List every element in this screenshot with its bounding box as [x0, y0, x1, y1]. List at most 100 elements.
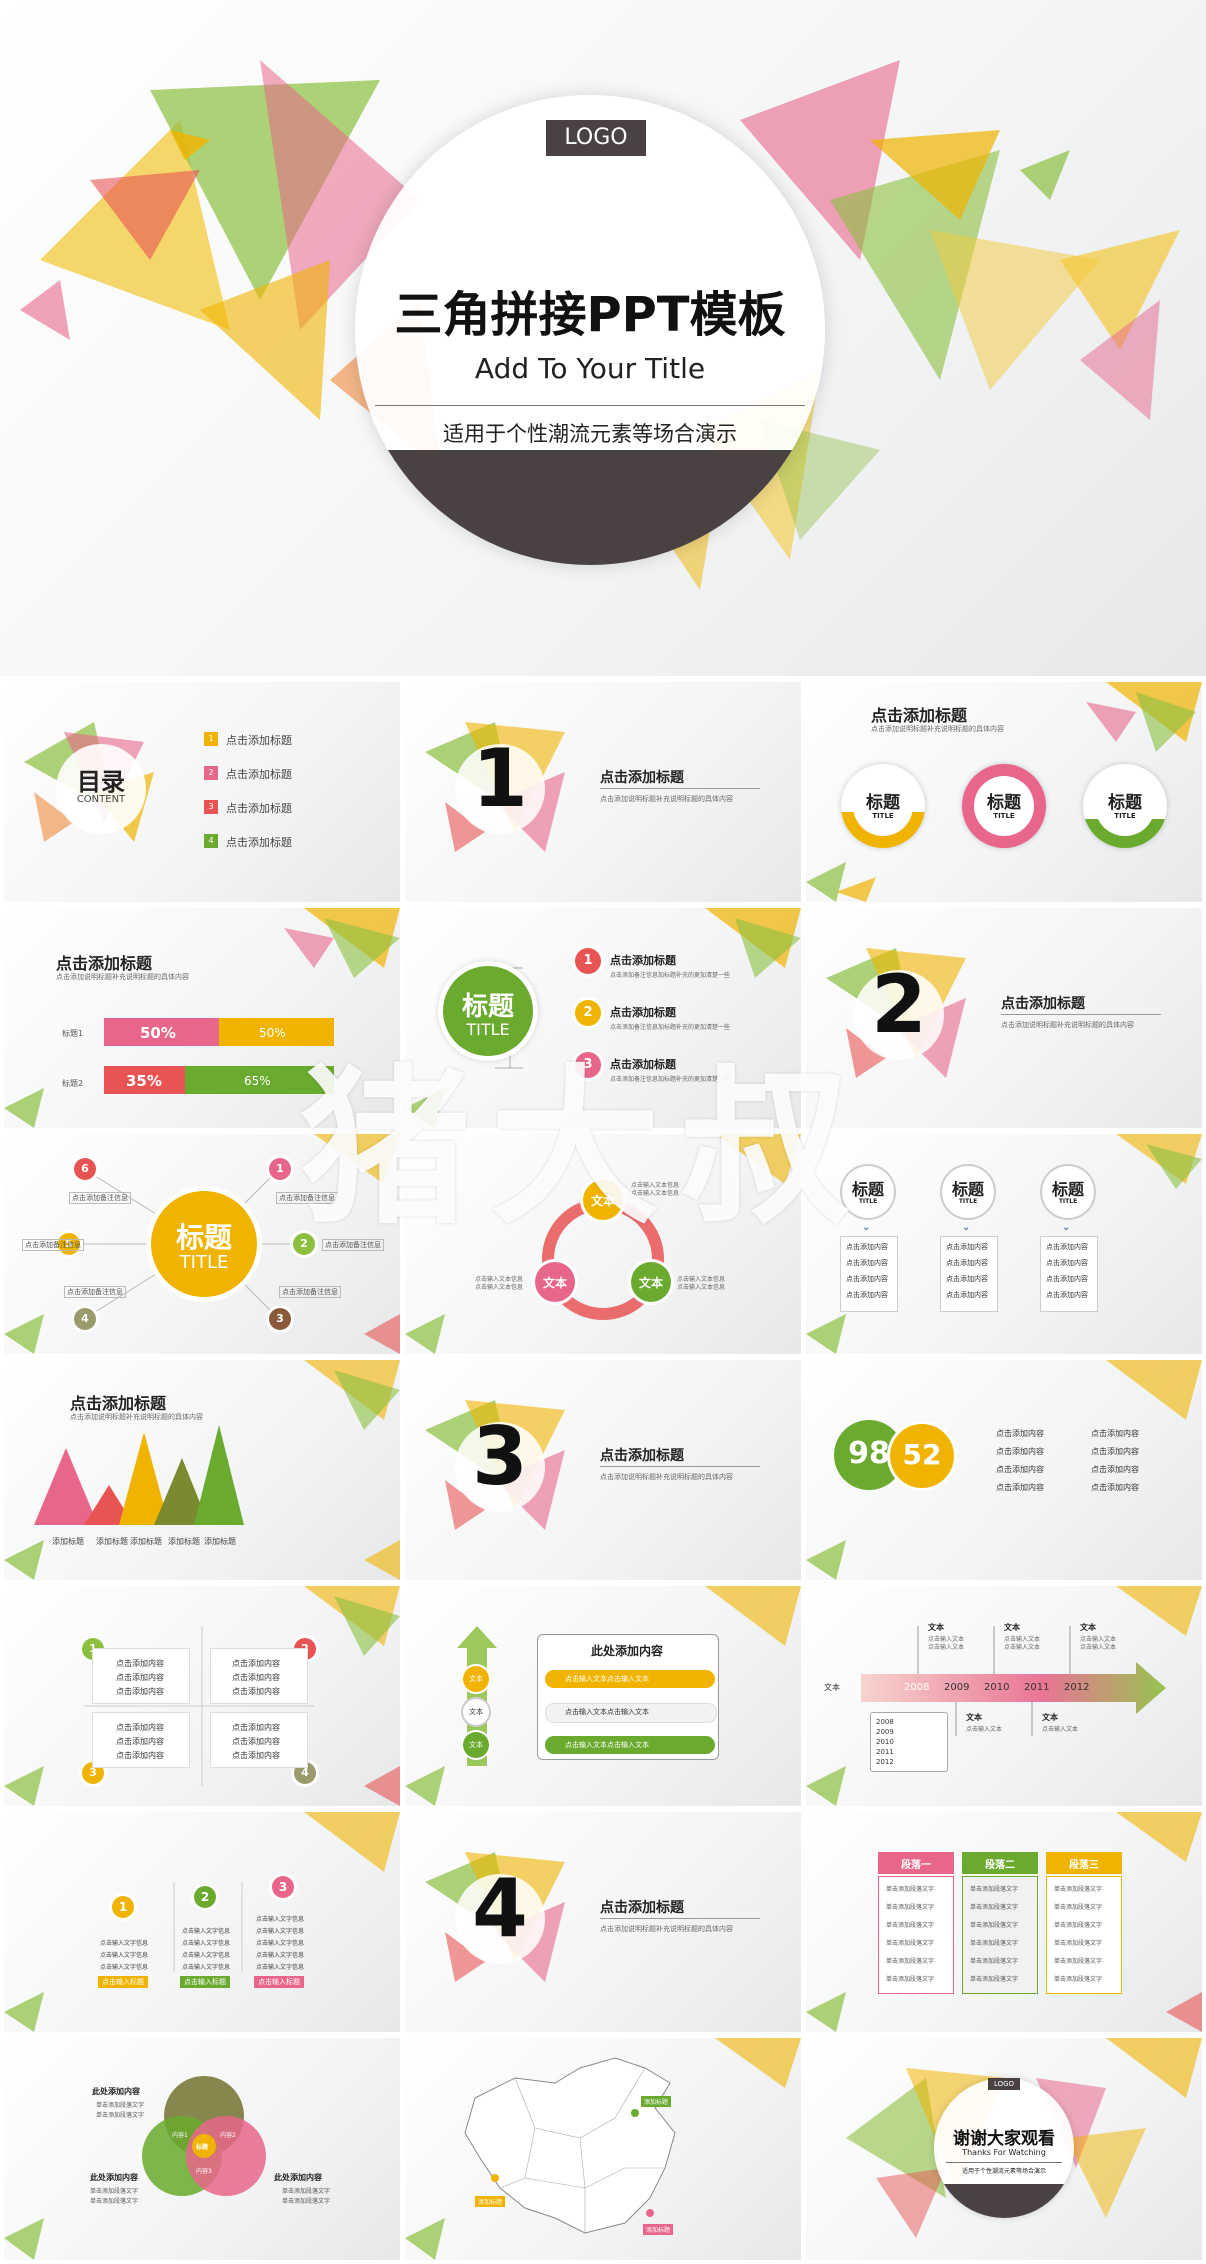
step-button[interactable]: 点击输入标题: [180, 1976, 230, 1988]
slide-title-list[interactable]: 标题 TITLE 1 点击添加标题 点击添加备注信息加标题补充的更加清楚一些 2…: [405, 908, 801, 1128]
spoke-note: 点击添加备注信息: [322, 1239, 384, 1251]
center-sub: TITLE: [179, 1252, 229, 1273]
slide-spokes[interactable]: 标题 TITLE 1 2 3 4 5 6 点击添加备注信息 点击添加备注信息 点…: [4, 1134, 400, 1354]
slide-toc[interactable]: 目录 CONTENT 1 点击添加标题 2 点击添加标题 3 点击添加标题 4 点击添加…: [4, 682, 400, 902]
bar-value-left: 35%: [126, 1072, 162, 1090]
thanks-logo: LOGO: [988, 2078, 1020, 2090]
triangle-decoration: [806, 1360, 1202, 1580]
center-title-circle: [443, 966, 533, 1056]
thanks-tagline: 适用于个性潮流元素等场合演示: [961, 2168, 1046, 2175]
list-item-desc: 点击添加备注信息加标题补充的更加清楚一些: [610, 972, 731, 979]
cycle-note: 点击输入文本信息: [677, 1284, 726, 1291]
slide-quadrant[interactable]: 1 点击添加内容 点击添加内容 点击添加内容 2 点击添加内容 点击添加内容 点…: [4, 1586, 400, 1806]
badge-sub: TITLE: [993, 812, 1015, 820]
list-item-desc: 点击添加备注信息加标题补充的更加清楚一些: [610, 1024, 731, 1031]
chevron-down-icon: ⌄: [862, 1222, 871, 1233]
header-desc: 点击添加说明标题补充说明标题的具体内容: [70, 1413, 203, 1421]
thanks-title: 谢谢大家观看: [953, 2129, 1055, 2149]
badge-label: 标题: [987, 793, 1021, 813]
timeline-year: 2009: [944, 1682, 970, 1693]
section-desc: 点击添加说明标题补充说明标题的具体内容: [600, 1473, 733, 1481]
timeline-year: 2008: [904, 1682, 930, 1693]
triangle-decoration: [4, 908, 400, 1128]
mountain-label: 添加标题: [96, 1537, 128, 1546]
slide-section-2[interactable]: 2 点击添加标题 点击添加说明标题补充说明标题的具体内容: [806, 908, 1202, 1128]
venn-diagram: [4, 2076, 266, 2260]
slide-steps[interactable]: 1 2 3 点击输入文字信息 点击输入文字信息 点击输入文字信息 点击输入标题 …: [4, 1812, 400, 2032]
slide-bars[interactable]: 点击添加标题 点击添加说明标题补充说明标题的具体内容 标题1 50% 50% 标…: [4, 908, 400, 1128]
triangle-decoration: [4, 1812, 400, 2032]
slide-section-4[interactable]: 4 点击添加标题 点击添加说明标题补充说明标题的具体内容: [405, 1812, 801, 2032]
mountain-label: 添加标题: [204, 1537, 236, 1546]
bar-row-1: 50% 50%: [104, 1018, 334, 1046]
triangle-decoration: [405, 1586, 801, 1806]
spoke-1: 1: [269, 1158, 291, 1180]
header-title: 点击添加标题: [70, 1394, 167, 1413]
stat-bubble-orange: [890, 1424, 954, 1488]
cover-slide[interactable]: LOGO 三角拼接PPT模板 Add To Your Title 适用于个性潮流…: [0, 0, 1206, 676]
chevron-down-icon: ⌄: [1062, 1222, 1071, 1233]
section-title: 点击添加标题: [600, 1900, 684, 1916]
spoke-4: 4: [74, 1308, 96, 1330]
list-item-desc: 点击添加备注信息加标题补充的更加清楚一些: [610, 1076, 731, 1083]
table-head-1: [878, 1852, 954, 1874]
triangle-decoration: [806, 1134, 1202, 1354]
mountain-label: 添加标题: [168, 1537, 200, 1546]
arrow-list-title: 此处添加内容: [590, 1644, 663, 1658]
section-desc: 点击添加说明标题补充说明标题的具体内容: [600, 795, 733, 803]
slide-section-3[interactable]: 3 点击添加标题 点击添加说明标题补充说明标题的具体内容: [405, 1360, 801, 1580]
slide-badges[interactable]: 点击添加标题 点击添加说明标题补充说明标题的具体内容 标题 TITLE 标题 T…: [806, 682, 1202, 902]
slide-stats[interactable]: 98 52 点击添加内容 点击添加内容 点击添加内容 点击添加内容 点击添加内容…: [806, 1360, 1202, 1580]
slide-mountains[interactable]: 点击添加标题 点击添加说明标题补充说明标题的具体内容 添加标题 添加标题 添加标…: [4, 1360, 400, 1580]
stat-value: 98: [848, 1436, 890, 1471]
list-item-title: 点击添加标题: [610, 1006, 676, 1019]
bar-row-2: 35% 65%: [104, 1066, 334, 1094]
slide-section-1[interactable]: 1 点击添加标题 点击添加说明标题补充说明标题的具体内容: [405, 682, 801, 902]
slide-map[interactable]: 添加标题 添加标题 添加标题: [405, 2038, 801, 2260]
cycle-note: 点击输入文本信息: [475, 1284, 524, 1291]
step-button[interactable]: 点击输入标题: [98, 1976, 148, 1988]
cover-tagline: 适用于个性潮流元素等场合演示: [443, 422, 737, 446]
slide-cycle[interactable]: 文本 文本 文本 点击输入文本信息 点击输入文本信息 点击输入文本信息 点击输入…: [405, 1134, 801, 1354]
slide-arrow-list[interactable]: 此处添加内容 文本 点击输入文本点击输入文本 文本 点击输入文本点击输入文本 文…: [405, 1586, 801, 1806]
cycle-label: 文本: [590, 1194, 615, 1208]
step-num: 3: [272, 1876, 294, 1898]
bar-value-right: 50%: [259, 1026, 286, 1040]
badge-label: 标题: [866, 793, 900, 813]
bar-value-left: 50%: [140, 1024, 176, 1042]
cycle-label: 文本: [638, 1276, 663, 1290]
slide-venn[interactable]: 此处添加内容 单击添加段落文字 单击添加段落文字 此处添加内容 单击添加段落文字…: [4, 2038, 400, 2260]
slide-timeline[interactable]: 文本 2008 2009 2010 2011 2012 文本 点击输入文本 点击…: [806, 1586, 1202, 1806]
cycle-note: 点击输入文本信息: [631, 1190, 680, 1197]
slide-thanks[interactable]: LOGO 谢谢大家观看 Thanks For Watching 适用于个性潮流元…: [806, 2038, 1202, 2260]
thanks-circle: [934, 2078, 1074, 2218]
table-head-2: [962, 1852, 1038, 1874]
step-num: 2: [194, 1886, 216, 1908]
section-number: 4: [472, 1862, 528, 1955]
logo-badge: LOGO: [546, 120, 646, 156]
toc-title: 目录: [77, 768, 125, 796]
slide-table[interactable]: 段落一 段落二 段落三 单击添加段落文字 单击添加段落文字 单击添加段落文字 单…: [806, 1812, 1202, 2032]
section-title: 点击添加标题: [600, 770, 684, 786]
cycle-note: 点击输入文本信息: [677, 1276, 726, 1283]
mountain-label: 添加标题: [130, 1537, 162, 1546]
triangle-decoration: [405, 908, 801, 1128]
stat-value: 52: [902, 1438, 942, 1471]
step-button[interactable]: 点击输入标题: [254, 1976, 304, 1988]
badge-label: 标题: [1108, 793, 1142, 813]
section-number: 1: [472, 732, 528, 825]
table-head-3: [1046, 1852, 1122, 1874]
badge-sub: TITLE: [872, 812, 894, 820]
cycle-node-right: [631, 1262, 671, 1302]
list-item-title: 点击添加标题: [610, 954, 676, 967]
center-title: 标题: [175, 1221, 232, 1254]
step-num: 1: [112, 1896, 134, 1918]
toc-subtitle: CONTENT: [76, 794, 126, 805]
center-sub: TITLE: [466, 1020, 510, 1039]
map-tag: 添加标题: [475, 2196, 506, 2207]
chevron-down-icon: ⌄: [962, 1222, 971, 1233]
center-title: 标题: [461, 992, 514, 1022]
timeline-year: 2011: [1024, 1682, 1050, 1693]
slide-columns[interactable]: 标题 TITLE ⌄ 点击添加内容 点击添加内容 点击添加内容 点击添加内容 标…: [806, 1134, 1202, 1354]
spoke-6: 6: [74, 1158, 96, 1180]
